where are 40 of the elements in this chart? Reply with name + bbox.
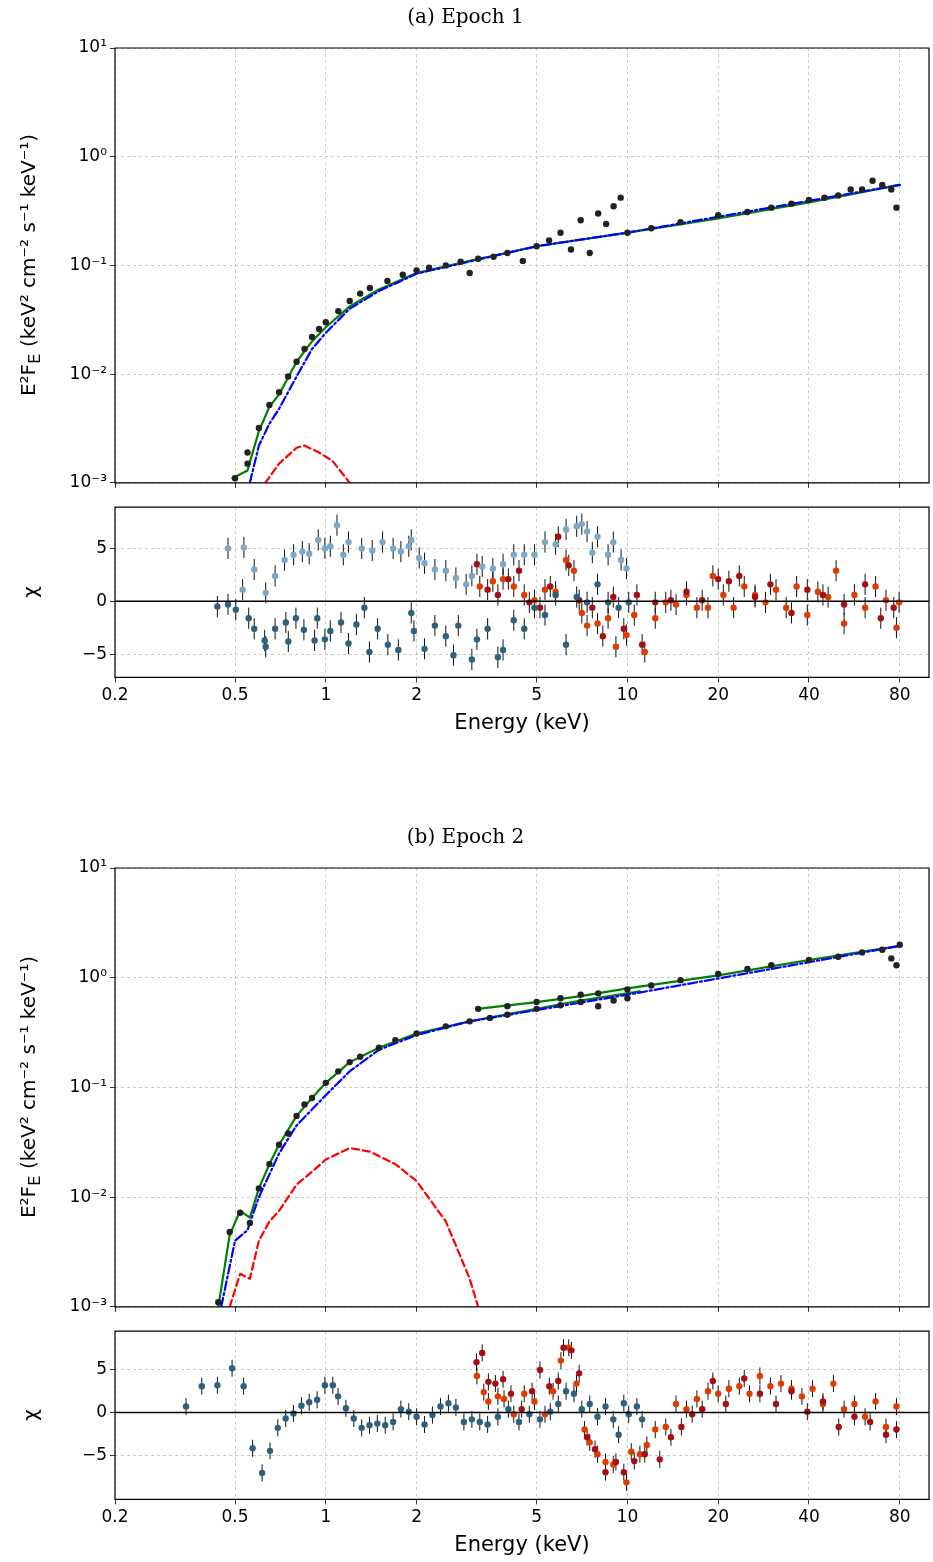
x-tick-label: 40 xyxy=(798,684,820,705)
y-tick-label: 10¹ xyxy=(78,856,107,877)
y-tick-label: 0 xyxy=(96,1400,107,1421)
x-tick-label: 80 xyxy=(888,1506,911,1527)
x-tick-label: 5 xyxy=(531,1506,543,1527)
y-tick-label: 10⁻³ xyxy=(69,1295,107,1316)
x-axis-title: Energy (keV) xyxy=(454,709,590,734)
chart-title: (a) Epoch 1 xyxy=(407,4,524,29)
y-tick-label: 10⁻¹ xyxy=(69,253,107,274)
y-tick-label: 0 xyxy=(96,589,107,610)
x-tick-label: 20 xyxy=(707,1506,730,1527)
y-tick-label: −5 xyxy=(81,1443,107,1464)
x-tick-label: 10 xyxy=(616,1506,639,1527)
y-tick-label: 10⁰ xyxy=(78,145,108,166)
y-tick-label: 10⁻² xyxy=(69,1185,107,1206)
x-tick-label: 0.2 xyxy=(101,684,129,705)
x-tick-label: 20 xyxy=(707,684,730,705)
y-axis-title: χ xyxy=(18,1409,42,1422)
y-tick-label: 5 xyxy=(96,1358,107,1379)
y-tick-label: 10⁰ xyxy=(78,966,108,987)
y-tick-label: 10⁻² xyxy=(69,362,107,383)
x-tick-label: 5 xyxy=(531,684,543,705)
y-tick-label: 10⁻³ xyxy=(69,471,107,492)
x-tick-label: 2 xyxy=(411,684,423,705)
y-tick-label: 10¹ xyxy=(78,36,107,57)
x-tick-label: 1 xyxy=(320,1506,332,1527)
y-tick-label: −5 xyxy=(81,642,107,663)
x-tick-label: 10 xyxy=(616,684,639,705)
x-tick-label: 1 xyxy=(320,684,332,705)
x-tick-label: 2 xyxy=(411,1506,423,1527)
y-axis-title: χ xyxy=(18,586,42,599)
x-tick-label: 80 xyxy=(888,684,911,705)
y-tick-label: 10⁻¹ xyxy=(69,1075,107,1096)
x-tick-label: 40 xyxy=(798,1506,820,1527)
y-tick-label: 5 xyxy=(96,536,107,557)
x-tick-label: 0.5 xyxy=(221,1506,249,1527)
chart-title: (b) Epoch 2 xyxy=(406,824,525,849)
x-axis-title: Energy (keV) xyxy=(454,1531,590,1556)
x-tick-label: 0.2 xyxy=(101,1506,129,1527)
x-tick-label: 0.5 xyxy=(221,684,249,705)
